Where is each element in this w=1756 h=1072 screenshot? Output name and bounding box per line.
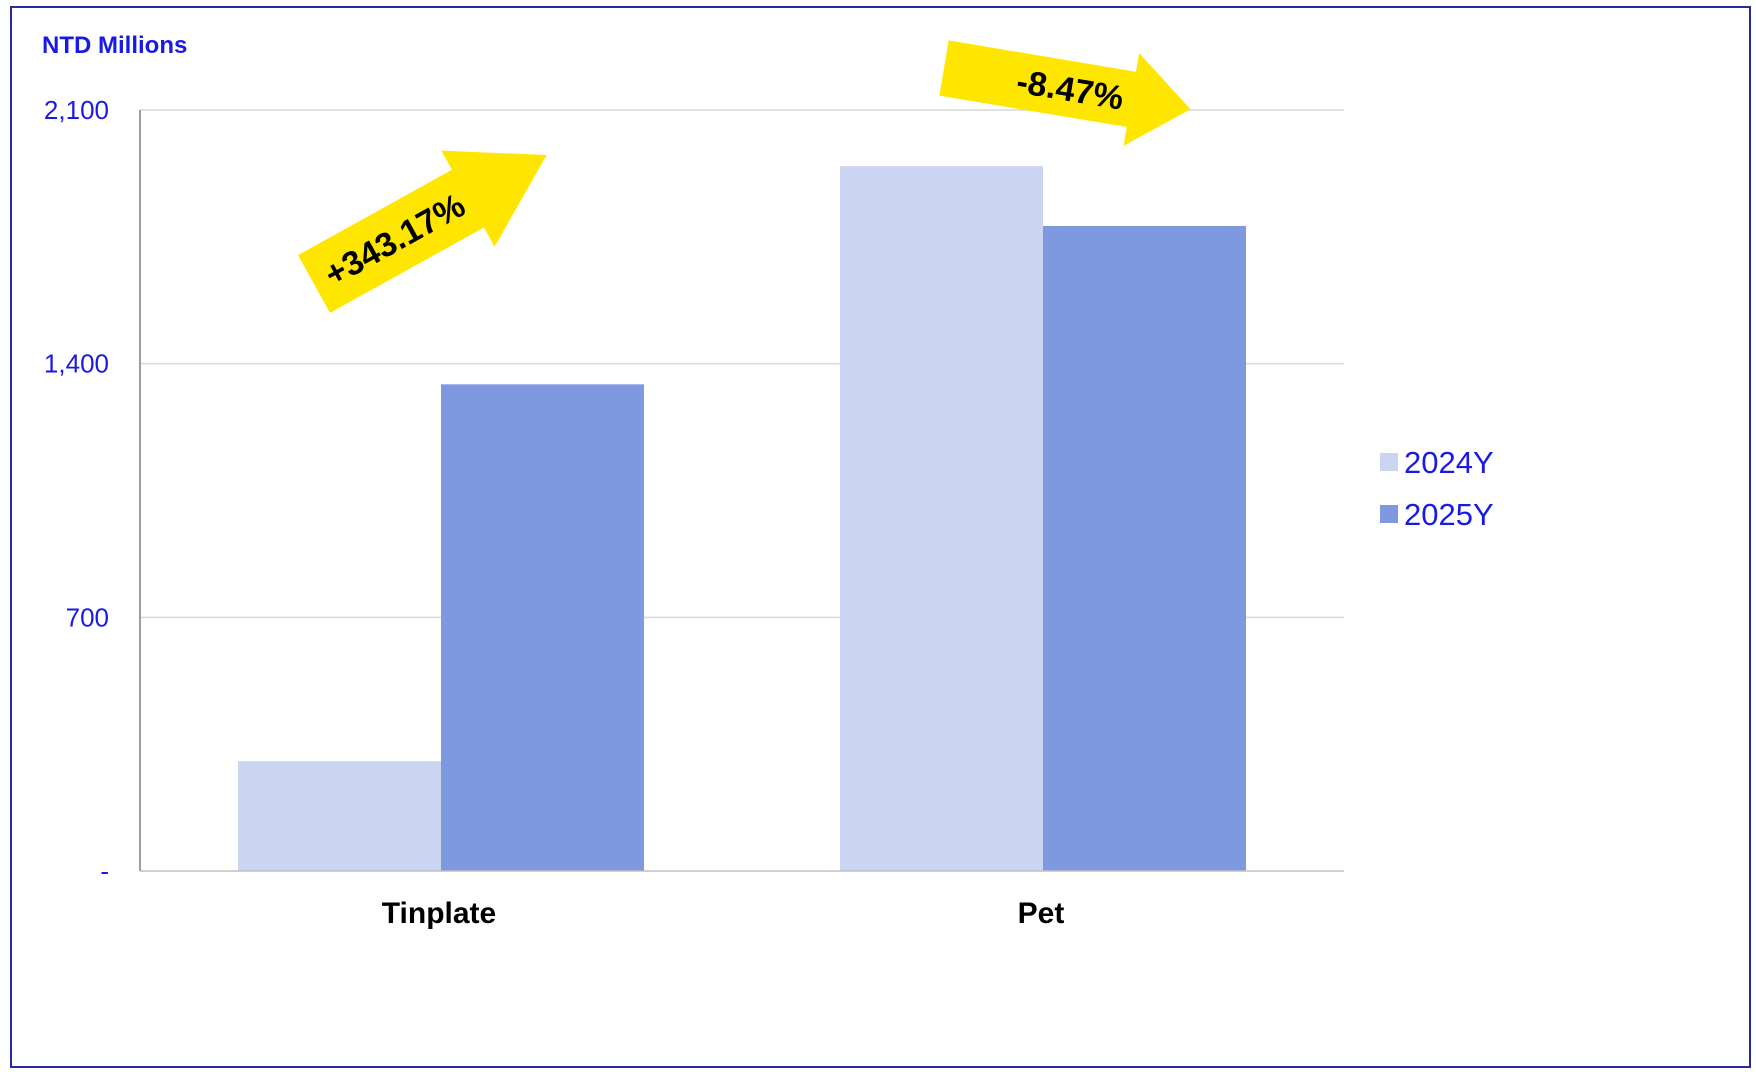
chart-canvas: - 700 1,400 2,100 Tinplate Pet +343.17% -8.47%… [42, 32, 1494, 930]
arrow-up-icon [298, 150, 547, 313]
x-category-label: Tinplate [382, 897, 496, 930]
legend: 2024Y 2025Y [1380, 445, 1494, 532]
bars [238, 166, 1246, 871]
y-tick-label: 1,400 [44, 349, 109, 379]
x-category-label: Pet [1018, 897, 1065, 930]
legend-label-2024y: 2024Y [1404, 445, 1494, 480]
legend-swatch-2024y [1380, 453, 1398, 471]
bar-pet-2025y [1043, 225, 1246, 871]
bar-tinplate-2024y [238, 761, 441, 871]
chart-frame: - 700 1,400 2,100 Tinplate Pet +343.17% -8.47%… [10, 6, 1751, 1068]
change-arrow-tinplate: +343.17% [298, 150, 547, 313]
y-tick-label: 700 [66, 602, 109, 632]
bar-tinplate-2025y [441, 384, 644, 871]
y-axis-unit-label: NTD Millions [42, 32, 187, 59]
bar-pet-2024y [840, 166, 1043, 871]
y-tick-label: 2,100 [44, 95, 109, 125]
legend-swatch-2025y [1380, 505, 1398, 523]
axes: - 700 1,400 2,100 Tinplate Pet [44, 95, 1344, 930]
y-tick-label: - [100, 856, 109, 886]
legend-label-2025y: 2025Y [1404, 497, 1494, 532]
arrow-right-icon [939, 40, 1191, 146]
change-arrow-pet: -8.47% [939, 40, 1191, 146]
